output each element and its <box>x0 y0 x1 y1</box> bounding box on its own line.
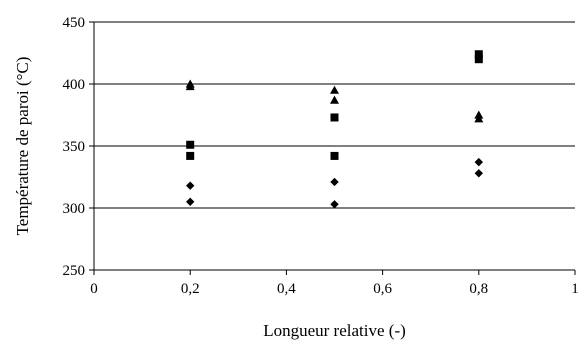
diamond-point-0-2 <box>330 177 339 187</box>
triangle-point-2-5 <box>474 114 484 123</box>
x-tick-label-4: 0,8 <box>469 281 488 297</box>
diamond-point-0-3 <box>330 200 339 209</box>
x-tick-label-2: 0,4 <box>277 281 296 297</box>
x-tick-label-1: 0,2 <box>181 281 200 297</box>
triangle-point-2-1 <box>185 81 195 91</box>
triangle-point-2-3 <box>330 95 339 104</box>
x-axis-title: Longueur relative (-) <box>263 321 406 340</box>
square-point-1-2 <box>330 113 339 122</box>
y-tick-label-3: 400 <box>63 77 86 93</box>
axes <box>89 21 576 275</box>
y-tick-label-0: 250 <box>63 263 86 279</box>
triangle-point-2-2 <box>330 85 339 94</box>
square-point-1-1 <box>186 151 195 160</box>
square-point-1-3 <box>330 151 339 160</box>
square-point-1-0 <box>186 140 195 149</box>
diamond-point-0-4 <box>474 157 483 167</box>
diamond-point-0-0 <box>186 181 195 190</box>
y-tick-label-2: 350 <box>63 139 86 155</box>
x-tick-label-3: 0,6 <box>373 281 392 297</box>
x-tick-label-0: 0 <box>90 281 98 297</box>
x-tick-label-5: 1 <box>571 281 578 297</box>
y-tick-label-4: 450 <box>63 15 86 31</box>
square-point-1-4 <box>474 50 483 59</box>
square-point-1-5 <box>474 55 483 64</box>
y-axis-title: Température de paroi (°C) <box>13 57 32 236</box>
y-tick-label-1: 300 <box>63 201 86 217</box>
diamond-point-0-1 <box>186 197 195 206</box>
tick-labels: 250 300 350 400 450 0 0,2 0,4 0,6 0,8 1 <box>63 15 578 297</box>
diamond-point-0-5 <box>474 169 483 178</box>
data-points <box>185 50 484 209</box>
